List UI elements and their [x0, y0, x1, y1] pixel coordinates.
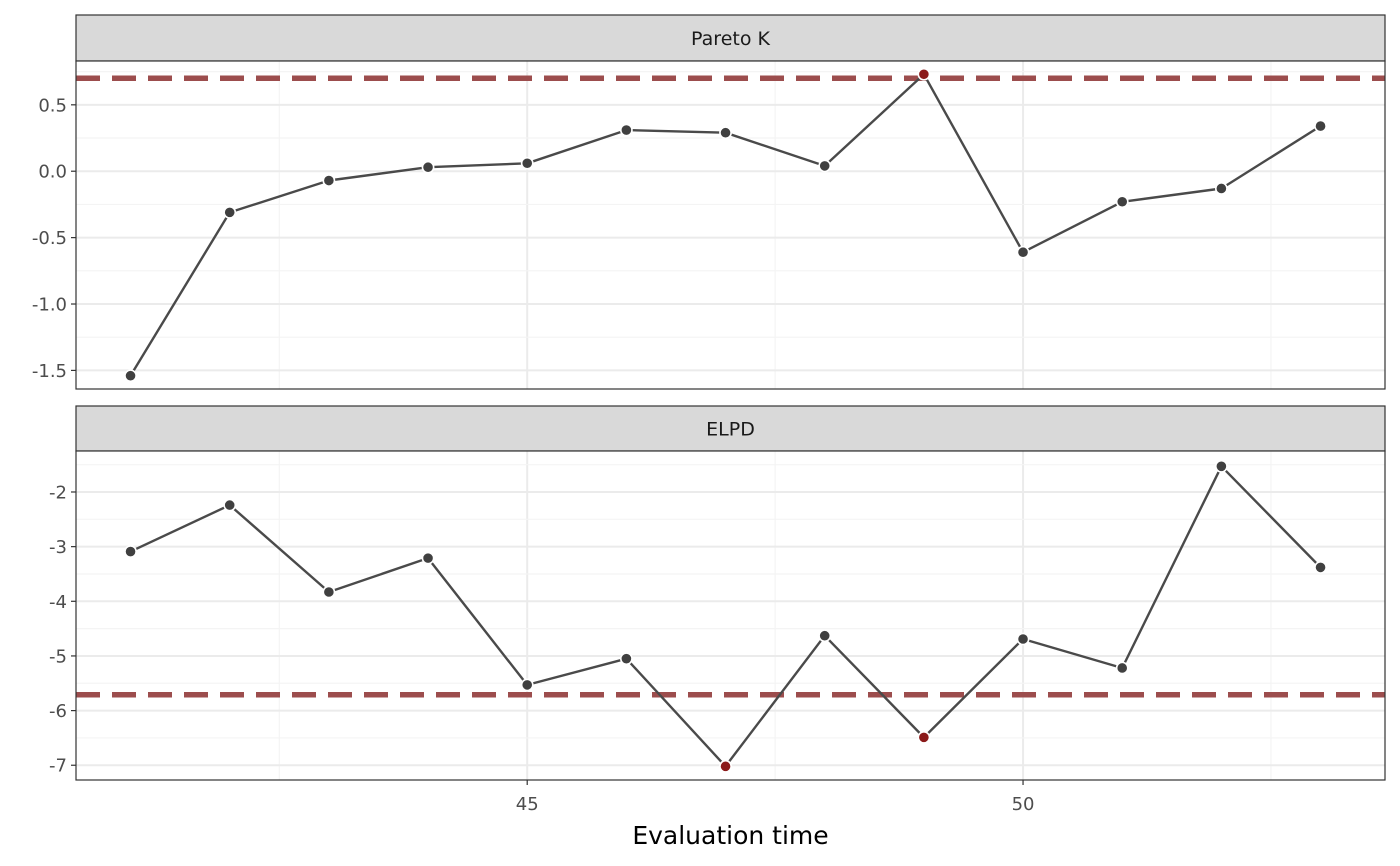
data-point — [421, 551, 435, 565]
y-tick-label: -2 — [49, 482, 67, 503]
facet-strip — [75, 405, 1386, 452]
highlighted-point — [719, 759, 732, 773]
facet-strip — [75, 14, 1386, 62]
data-point — [719, 126, 732, 140]
panel-border — [75, 450, 1386, 781]
y-tick-label: -1.0 — [32, 295, 67, 316]
data-point — [619, 652, 633, 666]
panel-border — [75, 60, 1386, 390]
facet-title: Pareto K — [691, 28, 770, 50]
y-tick-label: -1.5 — [32, 361, 67, 382]
data-point — [818, 159, 832, 173]
panel-background — [76, 61, 1385, 389]
data-point — [1016, 632, 1030, 646]
facet-title: ELPD — [706, 419, 755, 441]
data-point — [124, 369, 137, 383]
data-point — [520, 156, 534, 170]
data-point — [1314, 561, 1327, 574]
data-point — [322, 585, 336, 599]
y-tick-label: -4 — [49, 592, 67, 613]
data-point — [1115, 661, 1129, 675]
data-point — [1214, 459, 1228, 473]
data-point — [223, 498, 237, 512]
data-point — [619, 123, 633, 137]
highlighted-point — [917, 67, 931, 81]
panel-pareto-k: Pareto K -1.5 -1.0 -0.5 0.0 0.5 — [32, 14, 1386, 390]
data-point — [1314, 119, 1327, 133]
data-point — [1115, 195, 1129, 209]
y-tick-label: -7 — [49, 756, 67, 777]
panel-elpd: ELPD -7 -6 -5 -4 -3 -2 — [49, 405, 1386, 781]
data-point — [818, 629, 832, 643]
y-tick-label: -0.5 — [32, 228, 67, 249]
panel-background — [76, 451, 1385, 780]
x-tick-label: 45 — [516, 794, 539, 815]
data-point — [1016, 245, 1030, 259]
x-tick-label: 50 — [1012, 794, 1035, 815]
y-tick-label: -6 — [49, 701, 67, 722]
data-point — [520, 678, 534, 692]
data-point — [1214, 182, 1228, 195]
data-point — [421, 160, 435, 174]
y-tick-label: -3 — [49, 537, 67, 558]
data-point — [124, 545, 137, 558]
x-axis-title: Evaluation time — [632, 821, 828, 850]
y-tick-label: 0.5 — [38, 95, 67, 116]
y-tick-label: -5 — [49, 646, 67, 667]
data-point — [322, 174, 336, 187]
y-tick-label: 0.0 — [38, 162, 67, 183]
highlighted-point — [917, 730, 931, 744]
data-point — [223, 205, 237, 219]
